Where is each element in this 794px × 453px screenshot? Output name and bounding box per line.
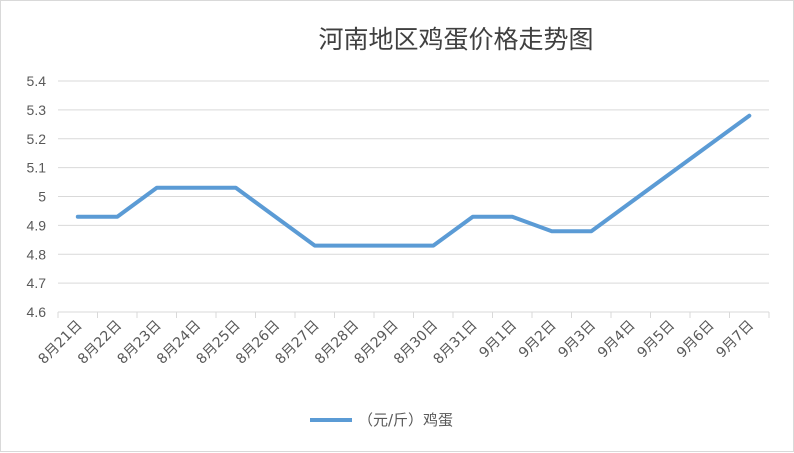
- y-tick-label: 5: [38, 189, 46, 205]
- y-tick-label: 4.9: [27, 217, 47, 233]
- gridlines: [58, 80, 769, 313]
- y-axis-ticks: 4.6 4.7 4.8 4.9 5 5.1 5.2 5.3 5.4: [27, 73, 47, 320]
- x-tick-label: 9月6日: [674, 318, 718, 362]
- y-tick-label: 5.2: [27, 131, 47, 147]
- x-axis-ticks: 8月21日8月22日8月23日8月24日8月25日8月26日8月27日8月28日…: [36, 312, 770, 368]
- y-tick-label: 4.8: [27, 246, 47, 262]
- x-tick-label: 9月4日: [595, 318, 639, 362]
- x-tick-label: 9月2日: [516, 318, 560, 362]
- legend-label: （元/斤）鸡蛋: [358, 411, 453, 429]
- y-tick-label: 5.4: [27, 73, 47, 89]
- y-tick-label: 4.7: [27, 275, 47, 291]
- x-tick-label: 9月7日: [713, 318, 757, 362]
- x-tick-label: 9月5日: [634, 318, 678, 362]
- x-tick-label: 9月3日: [555, 318, 599, 362]
- series-line: [75, 113, 752, 248]
- y-tick-label: 5.1: [27, 160, 47, 176]
- x-tick-label: 8月31日: [431, 318, 481, 368]
- legend: （元/斤）鸡蛋: [310, 411, 453, 429]
- x-tick-label: 9月1日: [476, 318, 520, 362]
- y-tick-label: 4.6: [27, 304, 47, 320]
- y-tick-label: 5.3: [27, 102, 47, 118]
- series-layer: [75, 113, 752, 248]
- chart-title: 河南地区鸡蛋价格走势图: [318, 25, 593, 54]
